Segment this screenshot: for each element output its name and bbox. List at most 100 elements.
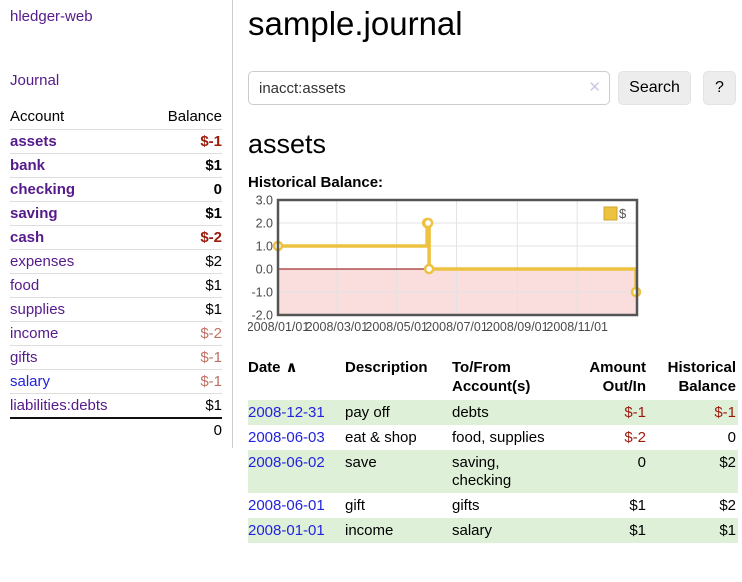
accounts-table: Account Balance assets $-1 bank $1 checking 0… bbox=[10, 106, 222, 442]
register-row: 2008-06-02 save saving, checking 0 $2 bbox=[248, 450, 738, 493]
search-input[interactable] bbox=[248, 71, 610, 105]
transaction-description: eat & shop bbox=[345, 429, 417, 446]
help-button[interactable]: ? bbox=[703, 71, 736, 105]
account-link-cash[interactable]: cash bbox=[10, 229, 45, 246]
account-link-checking[interactable]: checking bbox=[10, 181, 76, 198]
transaction-running-balance: $2 bbox=[719, 497, 736, 514]
account-row: saving $1 bbox=[10, 201, 222, 226]
register-row: 2008-06-03 eat & shop food, supplies $-2 0 bbox=[248, 425, 738, 450]
account-balance: $1 bbox=[205, 157, 222, 174]
transaction-accounts: saving, checking bbox=[452, 454, 512, 489]
accounts-total-balance: 0 bbox=[213, 422, 222, 439]
svg-text:2.0: 2.0 bbox=[256, 217, 273, 231]
register-row: 2008-06-01 gift gifts $1 $2 bbox=[248, 493, 738, 518]
account-link-saving[interactable]: saving bbox=[10, 205, 58, 222]
account-balance: $-2 bbox=[200, 229, 222, 246]
register-row: 2008-12-31 pay off debts $-1 $-1 bbox=[248, 400, 738, 425]
svg-text:2008/11/01: 2008/11/01 bbox=[546, 320, 608, 334]
account-column-header: Account bbox=[10, 108, 65, 125]
account-balance: $-2 bbox=[200, 325, 222, 342]
account-row: expenses $2 bbox=[10, 249, 222, 274]
accounts-body: assets $-1 bank $1 checking 0 saving $1 cash $-2 e… bbox=[10, 129, 222, 419]
svg-text:1.0: 1.0 bbox=[256, 240, 273, 254]
account-row: gifts $-1 bbox=[10, 345, 222, 370]
account-link-income[interactable]: income bbox=[10, 325, 59, 342]
account-balance: $1 bbox=[205, 301, 222, 318]
transaction-running-balance: $1 bbox=[719, 522, 736, 539]
register-body: 2008-12-31 pay off debts $-1 $-1 2008-06-03 ea… bbox=[248, 400, 738, 543]
transaction-date-link[interactable]: 2008-06-03 bbox=[248, 429, 325, 446]
page-title: sample.journal bbox=[248, 5, 463, 42]
app-title-link[interactable]: hledger-web bbox=[10, 8, 93, 25]
svg-text:2008/03/01: 2008/03/01 bbox=[306, 320, 369, 334]
transaction-amount: 0 bbox=[637, 454, 646, 471]
accounts-header-row: Account Balance bbox=[10, 106, 222, 130]
sidebar-item-journal[interactable]: Journal bbox=[10, 72, 60, 89]
transaction-running-balance: $-1 bbox=[714, 404, 736, 421]
account-balance: $2 bbox=[205, 253, 222, 270]
chart-title: Historical Balance: bbox=[248, 174, 384, 191]
balance-column-header: Balance bbox=[167, 108, 222, 125]
sort-ascending-icon: ∧ bbox=[285, 359, 298, 376]
transaction-accounts: debts bbox=[452, 404, 489, 421]
transaction-amount: $1 bbox=[629, 497, 646, 514]
account-balance: 0 bbox=[213, 181, 222, 198]
transaction-date-link[interactable]: 2008-06-02 bbox=[248, 454, 325, 471]
transaction-date-link[interactable]: 2008-06-01 bbox=[248, 497, 325, 514]
transaction-running-balance: 0 bbox=[727, 429, 736, 446]
transaction-date-link[interactable]: 2008-01-01 bbox=[248, 522, 325, 539]
amount-column-header: Amount Out/In bbox=[589, 359, 646, 395]
account-link-food[interactable]: food bbox=[10, 277, 40, 294]
sidebar: hledger-web Journal Account Balance asse… bbox=[0, 0, 233, 448]
svg-text:2008/01/01: 2008/01/01 bbox=[248, 320, 309, 334]
svg-text:2008/09/01: 2008/09/01 bbox=[486, 320, 549, 334]
account-link-expenses[interactable]: expenses bbox=[10, 253, 75, 270]
account-heading: assets bbox=[248, 129, 327, 159]
svg-text:-1.0: -1.0 bbox=[251, 286, 273, 300]
main-content: sample.journal ✕ Search ? assets Histori… bbox=[233, 0, 742, 543]
svg-text:-2.0: -2.0 bbox=[251, 309, 273, 323]
account-row: assets $-1 bbox=[10, 129, 222, 154]
account-link-liabilities-debts[interactable]: liabilities:debts bbox=[10, 397, 108, 414]
transaction-amount: $-2 bbox=[624, 429, 646, 446]
historical-balance-chart[interactable]: $3.0 2.0 1.0 0.0 -1.0 -2.02008/01/012008/03/0… bbox=[248, 195, 643, 335]
account-link-salary[interactable]: salary bbox=[10, 373, 51, 390]
transaction-accounts: gifts bbox=[452, 497, 480, 514]
transaction-amount: $1 bbox=[629, 522, 646, 539]
clear-search-icon[interactable]: ✕ bbox=[588, 79, 601, 96]
account-link-gifts[interactable]: gifts bbox=[10, 349, 38, 366]
account-link-assets[interactable]: assets bbox=[10, 133, 57, 150]
hledger-web-page: hledger-web Journal Account Balance asse… bbox=[0, 0, 742, 543]
svg-text:2008/07/01: 2008/07/01 bbox=[425, 320, 488, 334]
account-link-supplies[interactable]: supplies bbox=[10, 301, 66, 318]
date-column-header[interactable]: Date ∧ bbox=[248, 359, 298, 376]
account-link-bank[interactable]: bank bbox=[10, 157, 46, 174]
transaction-description: income bbox=[345, 522, 394, 539]
svg-text:2008/05/01: 2008/05/01 bbox=[365, 320, 428, 334]
transaction-description: pay off bbox=[345, 404, 390, 421]
register-table: Date ∧ Description To/From Account(s) Amo… bbox=[248, 356, 738, 543]
account-row: liabilities:debts $1 bbox=[10, 393, 222, 419]
account-balance: $1 bbox=[205, 205, 222, 222]
account-balance: $-1 bbox=[200, 373, 222, 390]
accounts-total-row: 0 bbox=[10, 418, 222, 442]
transaction-accounts: food, supplies bbox=[452, 429, 545, 446]
transaction-description: save bbox=[345, 454, 377, 471]
account-balance: $-1 bbox=[200, 349, 222, 366]
account-balance: $-1 bbox=[200, 133, 222, 150]
balance-column-header-register: Historical Balance bbox=[667, 359, 736, 395]
account-balance: $1 bbox=[205, 277, 222, 294]
svg-text:0.0: 0.0 bbox=[256, 263, 273, 277]
accounts-column-header: To/From Account(s) bbox=[452, 359, 531, 395]
search-button[interactable]: Search bbox=[618, 71, 691, 105]
transaction-date-link[interactable]: 2008-12-31 bbox=[248, 404, 325, 421]
transaction-running-balance: $2 bbox=[719, 454, 736, 471]
account-row: cash $-2 bbox=[10, 225, 222, 250]
svg-text:$: $ bbox=[619, 206, 627, 221]
transaction-amount: $-1 bbox=[624, 404, 646, 421]
account-row: salary $-1 bbox=[10, 369, 222, 394]
register-row: 2008-01-01 income salary $1 $1 bbox=[248, 518, 738, 543]
account-row: food $1 bbox=[10, 273, 222, 298]
transaction-accounts: salary bbox=[452, 522, 493, 539]
search-box: ✕ bbox=[248, 71, 610, 105]
